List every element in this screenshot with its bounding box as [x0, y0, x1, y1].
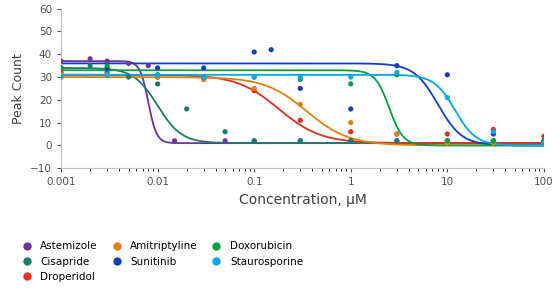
- Point: [103, 72, 112, 77]
- Point: [539, 139, 548, 143]
- Point: [250, 50, 259, 54]
- Point: [392, 139, 401, 143]
- Point: [539, 139, 548, 143]
- Point: [489, 132, 498, 136]
- Point: [392, 139, 401, 143]
- Point: [392, 132, 401, 136]
- Point: [103, 72, 112, 77]
- Point: [489, 141, 498, 146]
- Point: [539, 134, 548, 139]
- Point: [153, 75, 162, 79]
- Point: [296, 139, 305, 143]
- Point: [57, 66, 65, 70]
- Point: [489, 139, 498, 143]
- Point: [443, 95, 452, 100]
- Point: [346, 139, 355, 143]
- Point: [199, 77, 208, 82]
- Point: [539, 141, 548, 146]
- Point: [199, 75, 208, 79]
- Point: [443, 139, 452, 143]
- Point: [103, 72, 112, 77]
- Point: [153, 66, 162, 70]
- Point: [221, 139, 230, 143]
- Point: [489, 139, 498, 143]
- Point: [124, 61, 133, 66]
- Point: [489, 129, 498, 134]
- Point: [346, 107, 355, 111]
- Point: [296, 86, 305, 91]
- Point: [250, 88, 259, 93]
- Point: [539, 139, 548, 143]
- Point: [250, 75, 259, 79]
- Point: [346, 129, 355, 134]
- Point: [250, 75, 259, 79]
- Y-axis label: Peak Count: Peak Count: [12, 53, 24, 124]
- Point: [250, 86, 259, 91]
- Point: [85, 63, 94, 68]
- Point: [296, 75, 305, 79]
- Point: [346, 81, 355, 86]
- Point: [199, 66, 208, 70]
- Point: [392, 70, 401, 75]
- Point: [346, 139, 355, 143]
- Point: [296, 77, 305, 82]
- Point: [153, 72, 162, 77]
- Point: [443, 132, 452, 136]
- Point: [153, 81, 162, 86]
- Point: [489, 127, 498, 132]
- Point: [443, 139, 452, 143]
- Point: [443, 139, 452, 143]
- Legend: Astemizole, Cisapride, Droperidol, Amitriptyline, Sunitinib, Doxorubicin, Stauro: Astemizole, Cisapride, Droperidol, Amitr…: [16, 242, 303, 282]
- Point: [443, 141, 452, 146]
- Point: [85, 57, 94, 61]
- Point: [296, 118, 305, 123]
- Point: [103, 70, 112, 75]
- Point: [57, 72, 65, 77]
- Point: [57, 59, 65, 64]
- Point: [296, 139, 305, 143]
- X-axis label: Concentration, μM: Concentration, μM: [239, 193, 366, 207]
- Point: [346, 75, 355, 79]
- Point: [103, 59, 112, 64]
- Point: [57, 66, 65, 70]
- Point: [346, 120, 355, 125]
- Point: [57, 75, 65, 79]
- Point: [124, 75, 133, 79]
- Point: [250, 139, 259, 143]
- Point: [392, 72, 401, 77]
- Point: [489, 139, 498, 143]
- Point: [153, 75, 162, 79]
- Point: [221, 129, 230, 134]
- Point: [182, 107, 191, 111]
- Point: [103, 66, 112, 70]
- Point: [267, 47, 276, 52]
- Point: [153, 72, 162, 77]
- Point: [296, 102, 305, 107]
- Point: [539, 141, 548, 146]
- Point: [57, 70, 65, 75]
- Point: [392, 132, 401, 136]
- Point: [170, 139, 179, 143]
- Point: [57, 66, 65, 70]
- Point: [443, 72, 452, 77]
- Point: [392, 63, 401, 68]
- Point: [103, 63, 112, 68]
- Point: [250, 139, 259, 143]
- Point: [199, 75, 208, 79]
- Point: [199, 77, 208, 82]
- Point: [539, 141, 548, 146]
- Point: [144, 63, 153, 68]
